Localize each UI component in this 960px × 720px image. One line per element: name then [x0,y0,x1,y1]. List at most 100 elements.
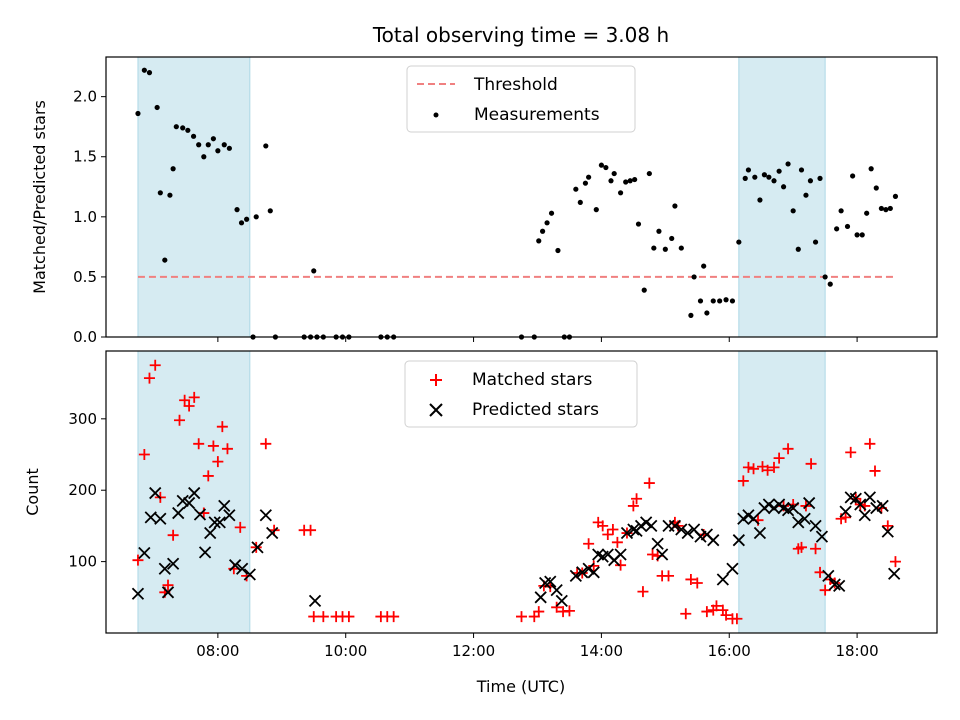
measurement-point [798,167,805,173]
matched-star-point [305,524,317,536]
matched-star-point [143,372,155,384]
measurement-point [544,220,550,226]
measurement-point [632,176,638,183]
predicted-star-point [158,562,171,575]
measurement-point [536,238,542,244]
matched-star-point [615,559,627,571]
matched-star-point [602,528,614,540]
measurement-point [593,207,599,213]
predicted-star-point [223,509,236,522]
y-tick-label: 2.0 [73,88,97,106]
matched-star-point [317,611,329,623]
matched-star-point [845,446,857,458]
predicted-star-point [534,591,547,604]
matched-star-point [597,520,609,532]
matched-star-point [680,608,692,620]
matched-star-point [132,554,144,566]
predicted-star-point [742,509,755,522]
matched-star-point [647,548,659,560]
predicted-star-point [243,568,256,581]
predicted-star-point [707,534,720,547]
matched-star-point [631,493,643,505]
measurement-point [617,190,624,196]
measurement-point [162,257,168,263]
matched-star-point [583,538,595,550]
measurement-point [201,154,207,160]
measurement-point [812,239,819,245]
measurement-point [887,205,893,212]
measurement-point [627,178,633,184]
matched-star-point [588,560,600,572]
matched-star-point [221,443,233,455]
matched-star-point [762,464,774,476]
measurement-point [244,216,250,222]
predicted-stars-series [131,486,901,608]
top-plot-frame [105,56,938,338]
x-tick-label: 14:00 [580,642,623,660]
predicted-star-point [651,537,664,550]
matched-star-point [183,400,195,412]
measurement-point [672,203,678,209]
legend-measurements-swatch [433,112,439,118]
measurement-point [854,232,860,238]
top-y-axis: 0.0 0.5 1.0 1.5 2.0 [73,88,106,346]
matched-star-point [637,586,649,598]
measurements-series [135,67,899,340]
y-tick-label: 200 [68,481,97,499]
matched-star-point [149,359,161,371]
bottom-legend: Matched stars Predicted stars [404,360,638,428]
measurement-point [803,192,809,198]
matched-star-point [250,541,262,553]
predicted-star-point [614,548,627,561]
y-tick-label: 0.5 [73,268,97,286]
predicted-star-point [863,491,877,504]
measurement-point [745,167,752,173]
predicted-star-point [681,526,694,540]
chart-title: Total observing time = 3.08 h [372,23,669,47]
predicted-star-point [251,541,264,554]
measurement-point [577,199,583,206]
predicted-star-point [662,519,675,533]
shaded-interval-1 [137,56,251,338]
measurement-point [548,210,555,216]
predicted-star-point [655,548,669,561]
measurement-point [883,207,889,213]
measurement-point [157,190,163,196]
predicted-star-point [888,567,901,580]
matched-star-point [174,414,186,426]
matched-star-point [889,556,901,568]
matched-star-point [643,477,655,489]
measurement-point [646,170,652,177]
predicted-star-point [716,573,729,586]
matched-star-point [343,611,355,623]
measurement-point [771,178,777,184]
measurement-point [662,246,668,252]
predicted-star-point [876,499,889,513]
bottom-shaded-intervals [137,350,826,634]
measurement-point [267,208,273,214]
measurement-point [766,174,772,180]
bottom-y-axis-label: Count [23,468,42,516]
matched-star-point [611,536,623,548]
predicted-star-point [732,534,745,547]
predicted-star-point [822,569,835,583]
measurement-point [844,223,851,230]
predicted-star-point [640,516,653,529]
matched-star-point [819,584,831,596]
predicted-star-point [620,526,634,540]
measurement-point [263,143,269,149]
predicted-star-point [787,501,800,515]
measurement-point [210,136,216,142]
predicted-star-point [550,584,563,597]
measurement-point [729,298,736,304]
measurement-point [586,174,592,180]
predicted-star-point [544,575,557,588]
predicted-star-point [753,526,767,540]
matched-star-point [179,394,191,406]
measurement-point [864,210,870,216]
legend-predicted-label: Predicted stars [472,400,599,420]
measurement-point [742,175,748,181]
bottom-x-axis: 08:00 10:00 12:00 14:00 16:00 18:00 [196,633,879,660]
measurement-point [834,226,840,232]
measurement-point [752,174,758,180]
